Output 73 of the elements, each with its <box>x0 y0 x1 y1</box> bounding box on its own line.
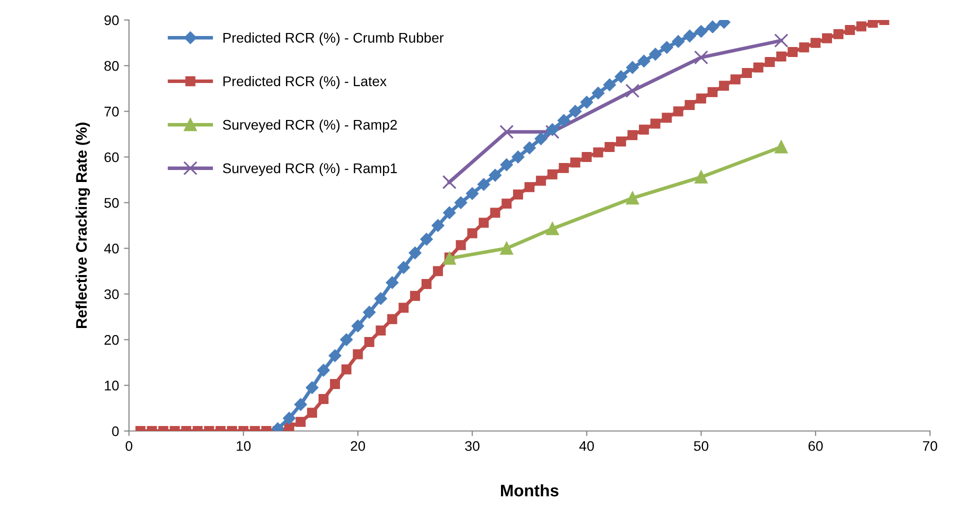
point <box>774 33 788 48</box>
point <box>512 150 524 164</box>
y-tick-label: 80 <box>104 61 119 71</box>
point <box>534 132 548 145</box>
legend-label: Surveyed RCR (%) - Ramp1 <box>222 163 397 176</box>
point <box>660 41 674 54</box>
y-tick-label: 60 <box>104 152 119 162</box>
point <box>408 246 422 260</box>
point <box>626 61 639 74</box>
point <box>706 20 719 34</box>
point <box>443 252 456 265</box>
point <box>328 349 342 362</box>
x-axis-title: Months <box>500 484 558 496</box>
point <box>614 70 628 83</box>
x-tick-label: 50 <box>694 441 708 451</box>
x-tick-label: 10 <box>236 441 251 451</box>
point <box>500 158 513 171</box>
point <box>282 412 296 424</box>
point <box>500 242 514 255</box>
y-tick-label: 20 <box>104 335 119 345</box>
point <box>592 86 604 100</box>
point <box>352 320 364 332</box>
x-tick-label: 30 <box>465 441 480 451</box>
point <box>306 381 318 394</box>
point <box>683 30 696 42</box>
point <box>694 25 708 38</box>
legend-label: Predicted RCR (%) - Crumb Rubber <box>223 32 444 46</box>
y-tick-label: 50 <box>104 198 119 208</box>
point <box>569 105 582 118</box>
point <box>672 35 684 48</box>
point <box>317 364 330 376</box>
point <box>694 170 708 184</box>
point <box>558 114 570 127</box>
point <box>638 54 650 68</box>
legend-label: Predicted RCR (%) - Latex <box>223 76 387 89</box>
point <box>500 124 514 139</box>
point <box>363 306 376 319</box>
point <box>774 140 788 154</box>
point <box>580 96 593 108</box>
point <box>442 175 456 190</box>
point <box>340 333 353 346</box>
point <box>477 178 490 191</box>
x-tick-label: 0 <box>126 441 132 451</box>
y-tick-label: 90 <box>104 15 119 26</box>
point <box>454 196 468 209</box>
legend-label: Surveyed RCR (%) - Ramp2 <box>222 120 397 132</box>
point <box>626 192 639 204</box>
point <box>625 84 640 98</box>
point <box>546 222 559 236</box>
point <box>488 169 502 182</box>
point <box>603 78 616 92</box>
point <box>466 187 479 200</box>
point <box>546 123 559 136</box>
y-tick-label: 40 <box>104 244 119 254</box>
y-tick-label: 10 <box>104 380 119 391</box>
y-tick-label: 30 <box>104 289 119 300</box>
point <box>420 232 433 246</box>
x-tick-label: 20 <box>350 441 366 451</box>
point <box>694 50 708 65</box>
point <box>397 261 410 274</box>
y-tick-label: 0 <box>112 426 119 436</box>
y-axis-title: Reflective Cracking Rate (%) <box>76 122 90 328</box>
point <box>443 206 456 219</box>
point <box>432 219 444 232</box>
x-tick-label: 40 <box>579 441 594 451</box>
point <box>374 292 387 305</box>
x-tick-label: 60 <box>808 441 823 451</box>
point <box>386 276 398 289</box>
point <box>523 142 536 154</box>
x-tick-label: 70 <box>922 441 938 451</box>
point <box>294 398 307 411</box>
point <box>649 48 662 60</box>
y-tick-label: 70 <box>104 106 119 117</box>
